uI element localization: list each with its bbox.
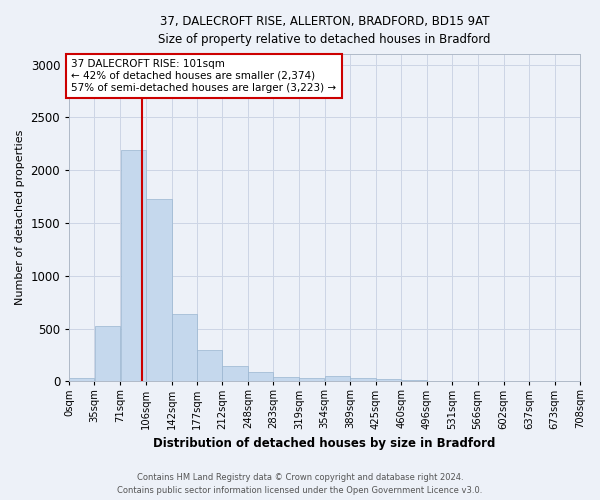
X-axis label: Distribution of detached houses by size in Bradford: Distribution of detached houses by size …: [154, 437, 496, 450]
Bar: [121, 150, 146, 382]
Bar: [70, 378, 94, 382]
Bar: [197, 350, 222, 382]
Bar: [325, 376, 350, 382]
Bar: [172, 314, 197, 382]
Bar: [401, 380, 427, 382]
Title: 37, DALECROFT RISE, ALLERTON, BRADFORD, BD15 9AT
Size of property relative to de: 37, DALECROFT RISE, ALLERTON, BRADFORD, …: [158, 15, 491, 46]
Bar: [222, 366, 248, 382]
Bar: [376, 379, 401, 382]
Bar: [95, 326, 121, 382]
Text: Contains HM Land Registry data © Crown copyright and database right 2024.
Contai: Contains HM Land Registry data © Crown c…: [118, 474, 482, 495]
Y-axis label: Number of detached properties: Number of detached properties: [15, 130, 25, 306]
Bar: [350, 378, 376, 382]
Bar: [274, 376, 299, 382]
Bar: [146, 198, 172, 382]
Bar: [299, 378, 325, 382]
Bar: [248, 372, 273, 382]
Text: 37 DALECROFT RISE: 101sqm
← 42% of detached houses are smaller (2,374)
57% of se: 37 DALECROFT RISE: 101sqm ← 42% of detac…: [71, 60, 337, 92]
